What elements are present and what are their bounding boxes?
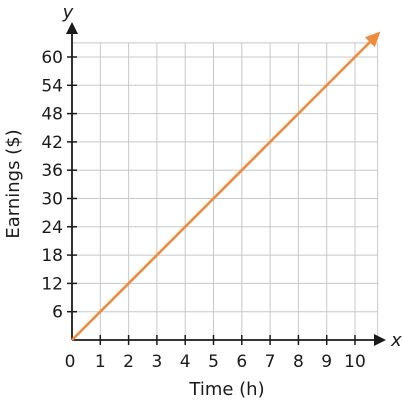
x-tick-label: 1: [95, 352, 106, 372]
x-tick-label: 2: [123, 352, 134, 372]
x-tick-label: 6: [236, 352, 247, 372]
y-axis-arrow-icon: [66, 22, 78, 34]
y-axis-title: Earnings ($): [3, 129, 24, 238]
y-tick-label: 54: [41, 76, 63, 96]
y-tick-label: 12: [41, 274, 63, 294]
y-tick-label: 6: [52, 303, 63, 323]
series-arrow-icon: [364, 31, 381, 48]
y-tick-label: 36: [41, 161, 63, 181]
x-tick-label: 10: [344, 352, 366, 372]
x-tick-label: 8: [293, 352, 304, 372]
x-tick-label: 3: [151, 352, 162, 372]
x-axis-title: Time (h): [188, 379, 264, 400]
grid: [72, 42, 379, 340]
y-tick-label: 18: [41, 246, 63, 266]
series: [71, 31, 381, 341]
y-tick-label: 42: [41, 133, 63, 153]
x-tick-label: 9: [321, 352, 332, 372]
x-axis-arrow-icon: [374, 334, 386, 346]
y-tick-label: 48: [41, 105, 63, 125]
x-axis-letter: x: [390, 330, 402, 351]
x-tick-label: 5: [208, 352, 219, 372]
origin-label: 0: [65, 352, 76, 372]
y-tick-label: 30: [41, 190, 63, 210]
y-tick-label: 60: [41, 48, 63, 68]
series-line: [71, 33, 379, 341]
y-tick-label: 24: [41, 218, 63, 238]
x-tick-label: 4: [180, 352, 191, 372]
x-tick-label: 7: [265, 352, 276, 372]
axes: [66, 22, 386, 346]
y-axis-letter: y: [62, 2, 74, 23]
